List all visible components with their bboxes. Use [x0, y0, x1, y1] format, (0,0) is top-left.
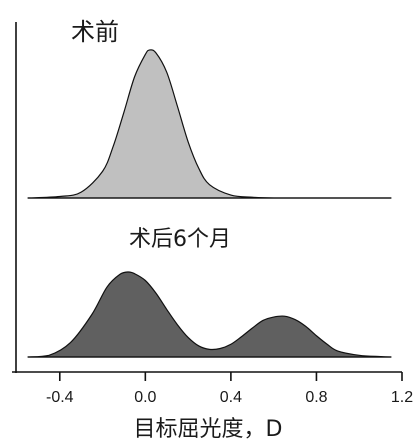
x-axis-ticks: -0.4 0.0 0.4 0.8 1.2 — [46, 372, 413, 406]
x-tick-label: 0.0 — [134, 389, 156, 406]
density-area-1 — [27, 49, 392, 199]
x-tick-label: 0.4 — [220, 389, 242, 406]
x-tick-label: 1.2 — [391, 389, 413, 406]
panel-title-1: 术前 — [71, 18, 119, 46]
panel-title-2: 术后6个月 — [129, 227, 231, 252]
x-tick-label: -0.4 — [46, 389, 74, 406]
x-axis-label: 目标屈光度，D — [134, 417, 283, 442]
density-area-2 — [27, 271, 392, 358]
x-tick-label: 0.8 — [305, 389, 327, 406]
